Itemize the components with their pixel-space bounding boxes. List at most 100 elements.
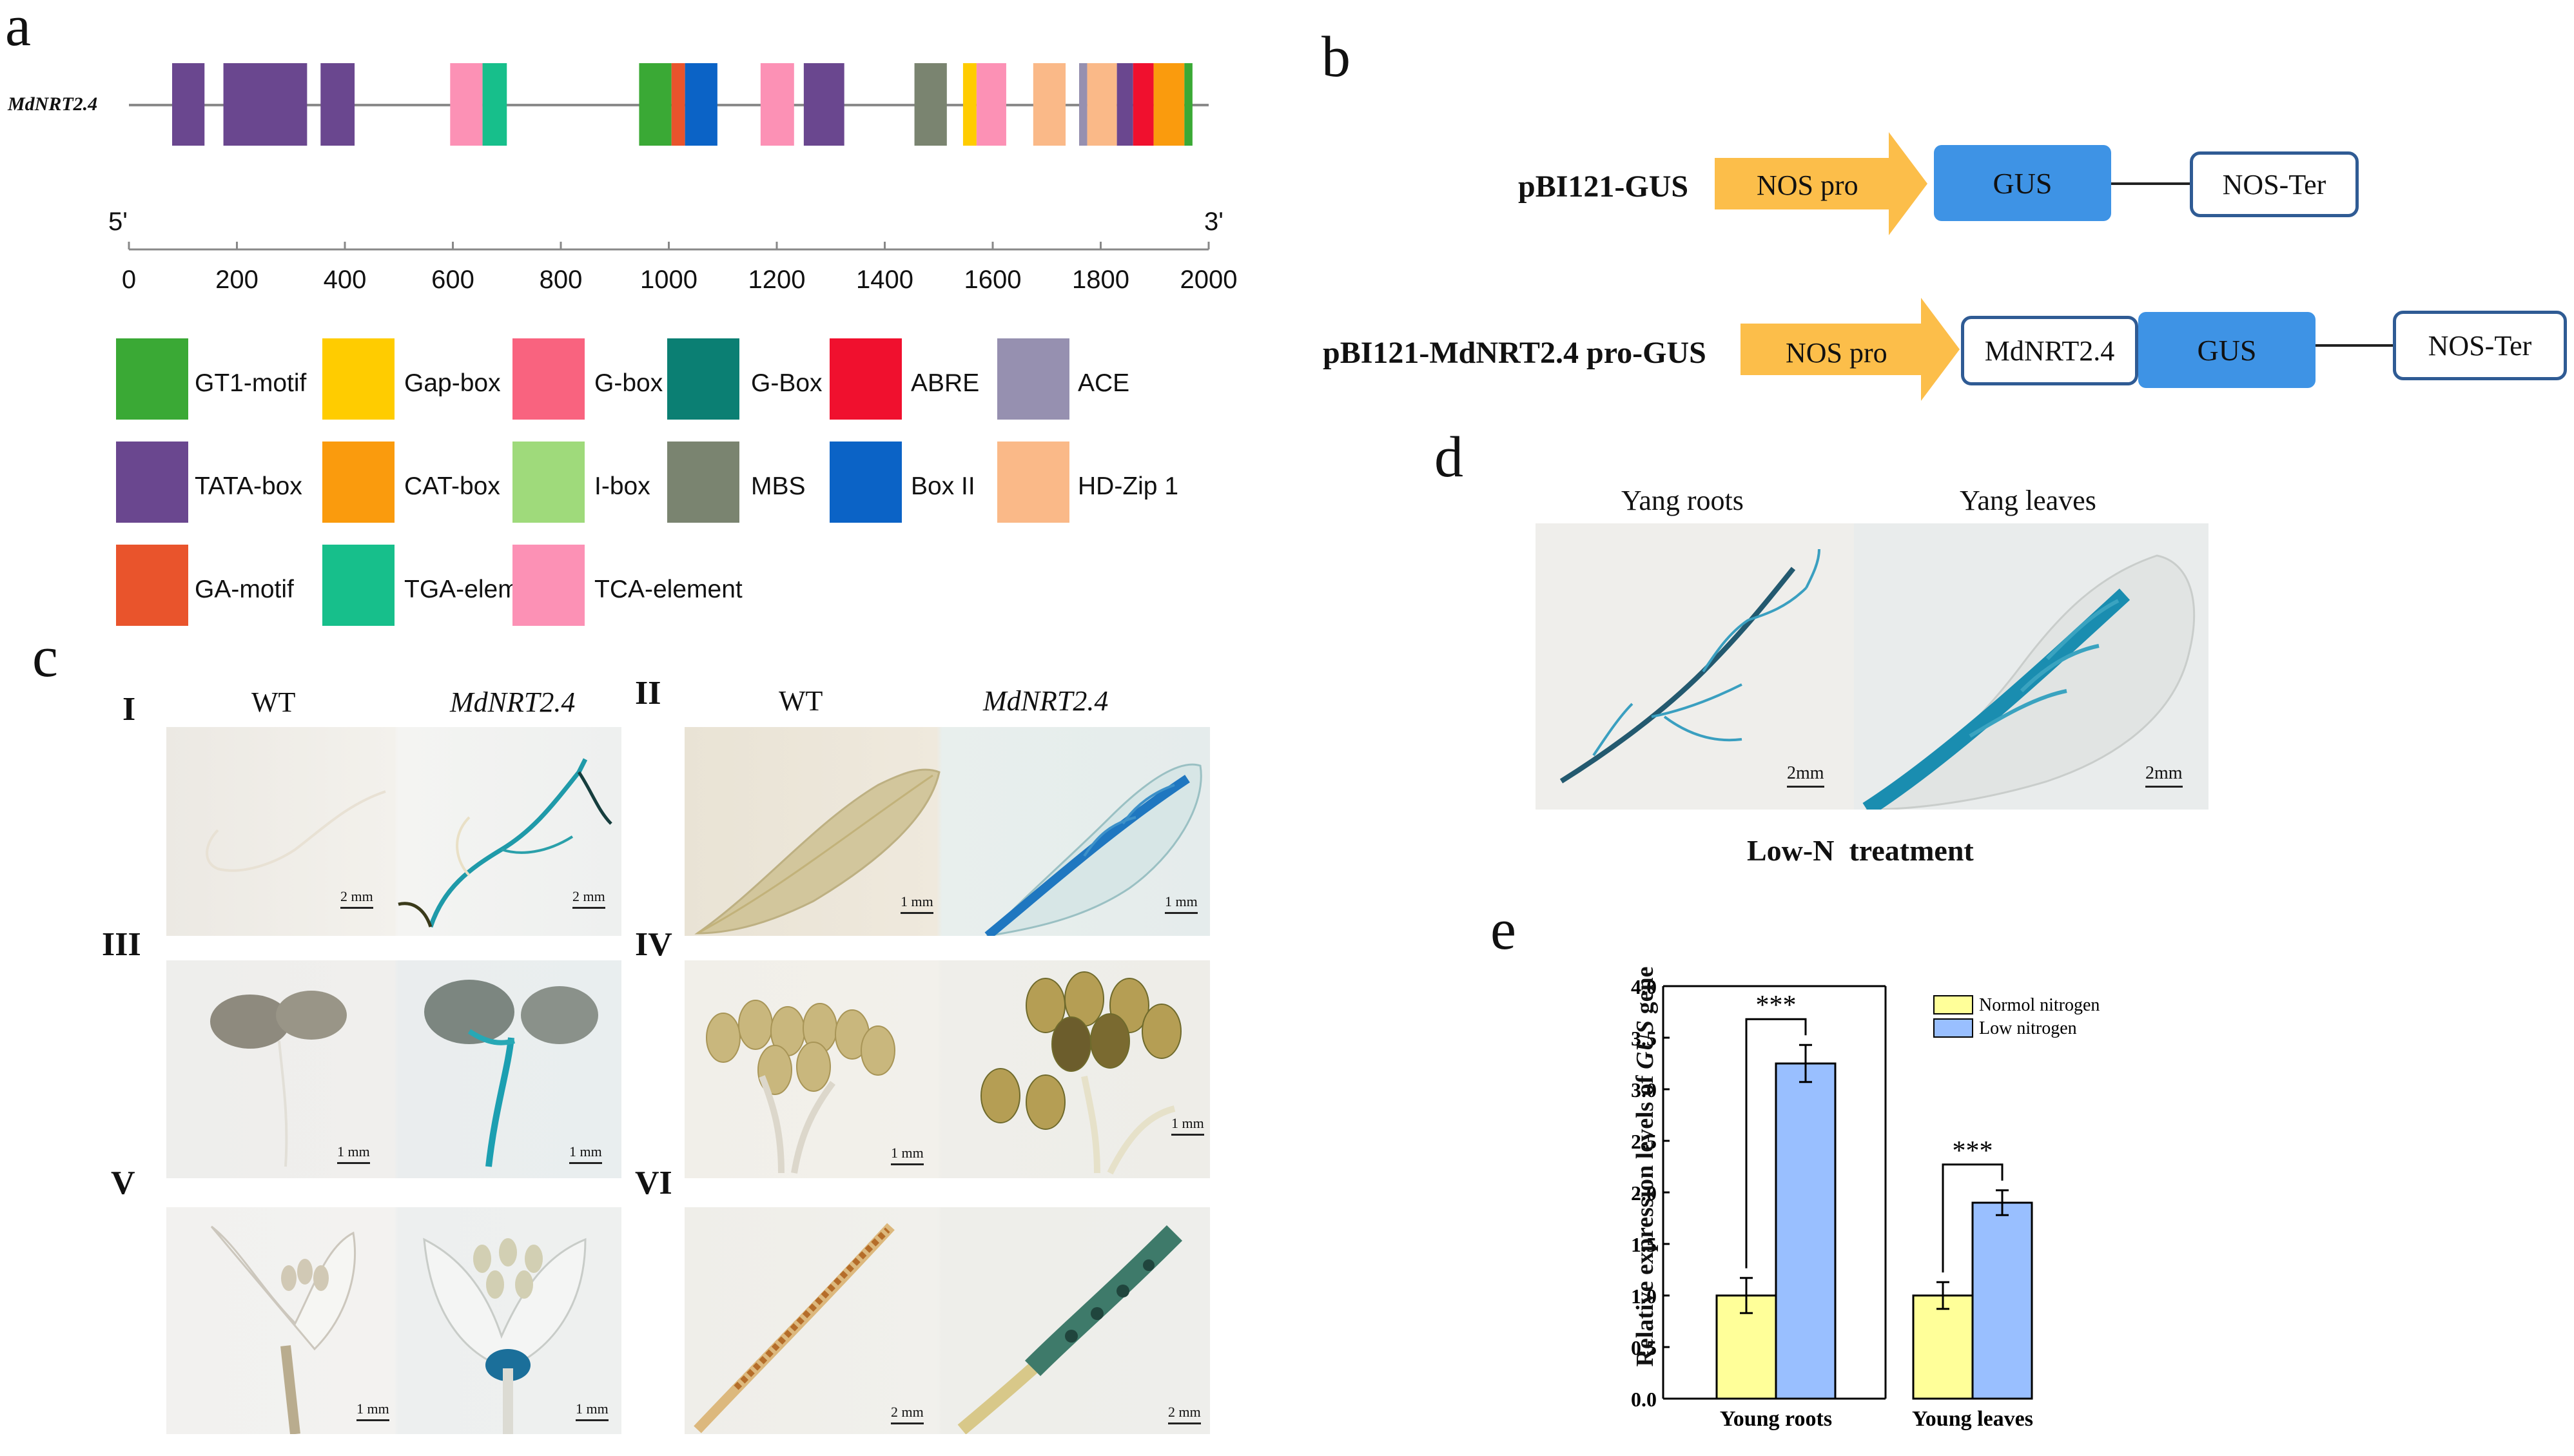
legend-swatch-11 — [997, 442, 1069, 523]
legend-label-2: G-box — [594, 369, 663, 397]
legend-label-10: Box II — [911, 472, 975, 500]
cis-element-5 — [639, 63, 672, 146]
construct1-terminator-box: NOS-Ter — [2190, 151, 2359, 217]
promoter-element-map — [128, 63, 1210, 251]
tick-label-1800: 1800 — [1072, 266, 1129, 294]
construct2-name: pBI121-MdNRT2.4 pro-GUS — [1323, 336, 1706, 370]
legend-swatch-10 — [830, 442, 902, 523]
d-left-title: Yang roots — [1621, 485, 1744, 516]
header-gene-left: MdNRT2.4 — [450, 686, 576, 718]
cis-elements — [172, 63, 1193, 146]
panel-e-label: e — [1490, 898, 1516, 962]
bar-1-1 — [1971, 1201, 2033, 1400]
construct2-insert-box: MdNRT2.4 — [1961, 316, 2138, 385]
photo-d-roots: 2mm — [1536, 523, 1854, 810]
scale-IV-wt: 1 mm — [891, 1145, 924, 1165]
legend-label-14: TCA-element — [594, 576, 743, 603]
legend-label-4: ABRE — [911, 369, 980, 397]
photo-III: 1 mm 1 mm — [166, 960, 621, 1178]
panel-b-label: b — [1321, 25, 1350, 89]
roman-III: III — [102, 926, 141, 963]
cis-element-0 — [172, 63, 205, 146]
category-label-1: Young leaves — [1912, 1407, 2033, 1431]
gene-label: MdNRT2.4 — [8, 93, 98, 115]
cis-element-11 — [962, 63, 977, 146]
ytick-label-0.5: 0.5 — [1631, 1336, 1657, 1359]
construct1-promoter-arrow — [1715, 132, 1927, 235]
scale-V-tg: 1 mm — [576, 1401, 609, 1421]
legend-label-5: ACE — [1078, 369, 1130, 397]
d-scale-left: 2mm — [1787, 763, 1824, 788]
legend-label-6: TATA-box — [195, 472, 302, 500]
scale-VI-tg: 2 mm — [1168, 1404, 1201, 1424]
three-prime-label: 3' — [1204, 208, 1224, 236]
construct2-promoter-label: NOS pro — [1786, 337, 1887, 369]
scale-III-tg: 1 mm — [569, 1143, 602, 1164]
ytick-label-2.0: 2.0 — [1631, 1181, 1657, 1205]
legend-swatch-5 — [997, 338, 1069, 420]
scale-IV-tg: 1 mm — [1171, 1115, 1204, 1136]
construct1-gus-box: GUS — [1934, 145, 2111, 221]
scale-I-wt: 2 mm — [340, 888, 373, 909]
ytick-label-4.0: 4.0 — [1631, 975, 1657, 998]
legend-swatch-4 — [830, 338, 902, 420]
cis-element-4 — [482, 63, 507, 146]
legend-swatch-e-0 — [1933, 995, 1973, 1014]
legend-label-3: G-Box — [751, 369, 823, 397]
scale-II-tg: 1 mm — [1165, 893, 1198, 914]
cis-element-3 — [450, 63, 483, 146]
tick-label-1600: 1600 — [964, 266, 1022, 294]
panel-a-label: a — [5, 0, 31, 58]
construct2-connector — [2316, 344, 2393, 347]
sig-bracket-1 — [1942, 1163, 2004, 1273]
cis-element-1 — [223, 63, 307, 146]
tick-label-1400: 1400 — [856, 266, 913, 294]
d-caption: Low-N treatment — [1747, 834, 1974, 867]
legend-swatch-13 — [322, 545, 395, 626]
cis-element-19 — [1184, 63, 1193, 146]
ytick-label-2.5: 2.5 — [1631, 1130, 1657, 1153]
d-scale-right: 2mm — [2145, 763, 2183, 788]
d-right-title: Yang leaves — [1960, 485, 2096, 516]
legend-swatch-0 — [116, 338, 188, 420]
legend-label-0: GT1-motif — [195, 369, 307, 397]
roman-I: I — [122, 691, 136, 728]
construct1-promoter-label: NOS pro — [1757, 170, 1858, 201]
cis-element-17 — [1133, 63, 1154, 146]
construct2-promoter-arrow — [1740, 298, 1960, 401]
cis-element-14 — [1079, 63, 1087, 146]
construct2-gus-box: GUS — [2138, 312, 2316, 388]
cis-element-6 — [671, 63, 685, 146]
ytick-label-3.0: 3.0 — [1631, 1078, 1657, 1102]
scale-II-wt: 1 mm — [901, 893, 933, 914]
header-wt-right: WT — [779, 685, 823, 717]
ytick-label-3.5: 3.5 — [1631, 1027, 1657, 1050]
cis-element-18 — [1153, 63, 1185, 146]
cis-element-16 — [1116, 63, 1133, 146]
panel-c-label: c — [32, 625, 58, 689]
scale-VI-wt: 2 mm — [891, 1404, 924, 1424]
construct1-name: pBI121-GUS — [1518, 170, 1689, 204]
panel-d-label: d — [1434, 425, 1463, 489]
roman-V: V — [111, 1165, 135, 1201]
construct2-terminator-box: NOS-Ter — [2393, 311, 2567, 380]
tick-label-2000: 2000 — [1180, 266, 1238, 294]
legend-swatch-8 — [512, 442, 585, 523]
scale-I-tg: 2 mm — [572, 888, 605, 909]
scale-III-wt: 1 mm — [337, 1143, 370, 1164]
tick-label-0: 0 — [121, 266, 137, 294]
sig-label-1: *** — [1953, 1136, 1993, 1166]
ytick-label-0.0: 0.0 — [1631, 1388, 1657, 1411]
photo-VI: 2 mm 2 mm — [685, 1207, 1210, 1434]
sig-bracket-0 — [1745, 1018, 1807, 1268]
ytick-label-1.0: 1.0 — [1631, 1285, 1657, 1308]
tick-label-200: 200 — [215, 266, 258, 294]
legend-label-7: CAT-box — [404, 472, 500, 500]
five-prime-label: 5' — [108, 208, 128, 236]
photo-V: 1 mm 1 mm — [166, 1207, 621, 1434]
legend-swatch-14 — [512, 545, 585, 626]
cis-element-7 — [685, 63, 717, 146]
expression-chart: 0.0 0.5 1.0 1.5 2.0 2.5 3.0 3.5 4.0 *** Young root… — [1438, 975, 2100, 1437]
photo-II: 1 mm 1 mm — [685, 727, 1210, 936]
legend-label-e-0: Normol nitrogen — [1979, 995, 2100, 1015]
